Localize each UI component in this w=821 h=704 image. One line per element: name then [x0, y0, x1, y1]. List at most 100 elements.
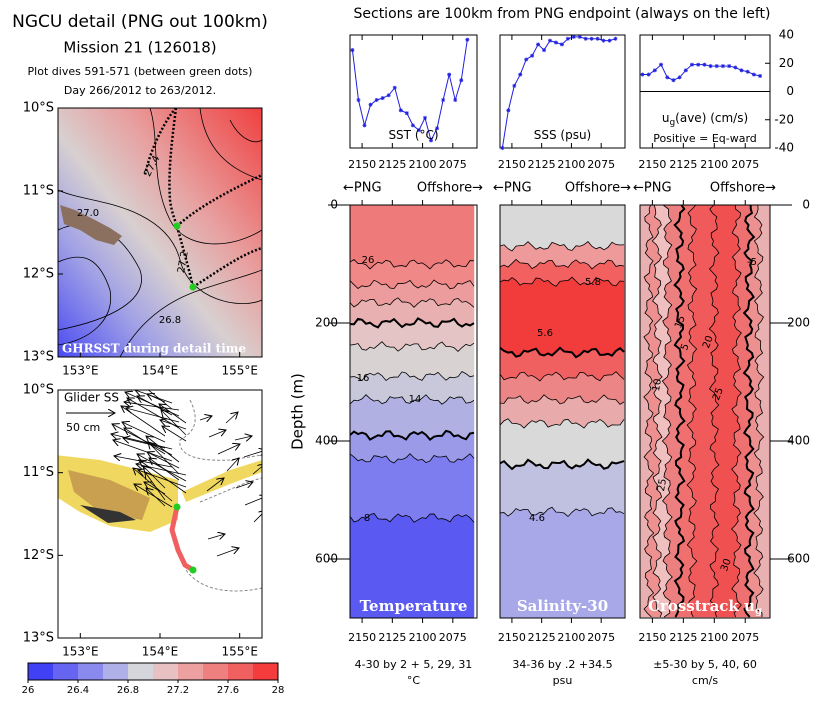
velocity-arrow [243, 450, 262, 458]
point [392, 85, 397, 90]
scale-label: 50 cm [66, 421, 100, 434]
glider-track [143, 108, 177, 176]
velocity-arrow [112, 424, 173, 456]
velocity-arrow [111, 434, 173, 450]
contour-line [350, 259, 475, 270]
point [751, 72, 756, 77]
panel-frame [349, 34, 478, 149]
panel-title: SST (°C) [388, 128, 438, 142]
x-tick-label: 2125 [669, 631, 697, 644]
velocity-arrow [113, 440, 173, 462]
contour-line [500, 276, 625, 287]
segment-end [173, 222, 181, 230]
velocity-arrow [216, 548, 239, 557]
contour-label: 25 [711, 386, 726, 402]
label-text: Crosstrack u [648, 597, 755, 615]
header-left: ←PNG [343, 181, 382, 196]
point [416, 128, 421, 133]
label-text: Temperature [360, 597, 468, 615]
contour-line [500, 418, 625, 429]
velocity-arrow [124, 402, 180, 411]
title-text: (ave) (cm/s) [675, 111, 748, 125]
label-sub: g [755, 606, 762, 617]
title-text: SST (°C) [388, 128, 438, 142]
point [404, 111, 409, 116]
velocity-arrow [134, 484, 173, 508]
velocity-arrow [121, 406, 166, 437]
y-tick-label: 0 [802, 198, 810, 212]
colorbar-label: 27.6 [217, 685, 239, 696]
y-tick-label: -40 [774, 141, 794, 155]
title-text: SSS (psu) [534, 128, 592, 142]
point [524, 57, 529, 62]
glider-track [168, 108, 195, 288]
x-tick-label: 2100 [700, 158, 728, 171]
point [350, 48, 355, 53]
color-swatch [203, 663, 228, 680]
color-swatch [78, 663, 103, 680]
point [702, 62, 707, 67]
reef [80, 505, 136, 523]
point [613, 36, 618, 41]
section-layer [640, 205, 770, 618]
land [60, 205, 122, 245]
point [677, 75, 682, 80]
contour-line [350, 317, 475, 329]
point [548, 38, 552, 43]
point [727, 64, 732, 69]
point [453, 97, 458, 102]
panel-note: Positive = Eq-ward [653, 132, 757, 145]
y-tick-label: -20 [774, 112, 794, 126]
point [465, 37, 470, 42]
x-tick-label: 2150 [498, 631, 526, 644]
colorbar-frame [27, 662, 279, 681]
contour-line [753, 205, 765, 618]
point [441, 97, 446, 102]
y-axis-title: Depth (m) [289, 373, 307, 450]
footer-label: 34-36 by .2 +34.5 [512, 658, 612, 671]
point [601, 38, 606, 43]
contour-line [500, 346, 625, 359]
y-tick-label: 20 [779, 56, 794, 70]
point [565, 36, 570, 41]
contour-label: 5.8 [585, 277, 601, 288]
contour-label: 5 [679, 342, 692, 352]
point [362, 123, 367, 128]
contour-line [643, 205, 655, 618]
velocity-arrow [127, 398, 180, 429]
velocity-arrow [137, 454, 187, 482]
velocity-arrow [234, 436, 252, 440]
contour-line [500, 458, 625, 471]
point [356, 97, 361, 102]
contour-label: 26 [362, 255, 375, 266]
y-tick-label: 13°S [23, 631, 54, 646]
panel-frame [639, 204, 771, 619]
velocity-arrow [148, 442, 180, 475]
contour-label: 26.8 [159, 315, 181, 326]
point [745, 69, 750, 74]
x-tick-label: 2100 [700, 631, 728, 644]
velocity-arrow [244, 496, 262, 506]
title-text: u [662, 111, 670, 125]
velocity-arrow [199, 416, 212, 420]
point [398, 108, 403, 113]
point [714, 64, 719, 69]
y-tick-label: 13°S [23, 350, 54, 365]
contour-line [651, 205, 663, 618]
colorbar-label: 26.4 [67, 685, 89, 696]
contour-label: 20 [701, 334, 716, 350]
contour-line [500, 506, 625, 518]
y-tick-label: 600 [787, 552, 810, 566]
map-layer [58, 390, 262, 638]
contour-label: 4.6 [529, 513, 545, 524]
velocity-arrow [135, 390, 173, 404]
days-note: Day 266/2012 to 263/2012. [64, 84, 216, 97]
point [696, 62, 701, 67]
x-tick-label: 2125 [669, 158, 697, 171]
color-swatch [228, 663, 253, 680]
point [589, 36, 594, 41]
velocity-arrow [159, 404, 187, 424]
contour-line [58, 189, 262, 304]
point [659, 62, 664, 67]
